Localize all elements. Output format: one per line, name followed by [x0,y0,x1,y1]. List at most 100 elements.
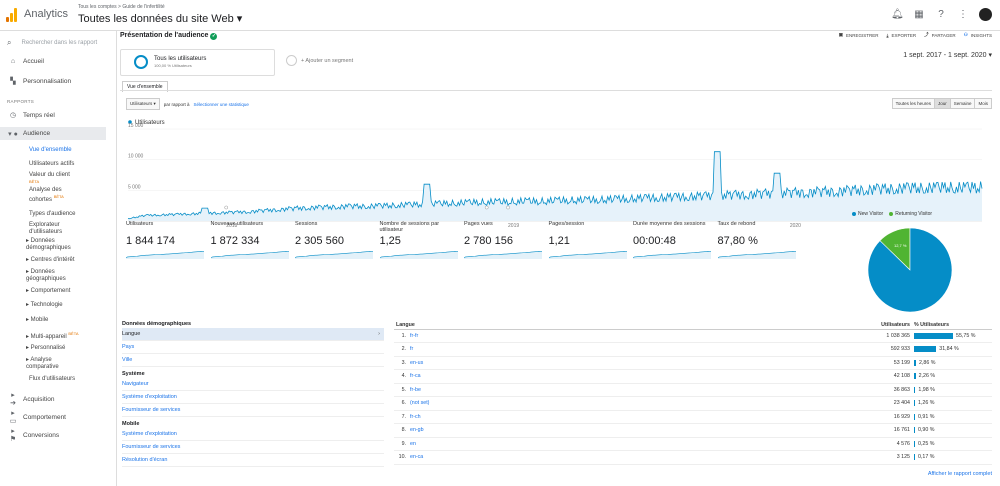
pct-bar [914,440,915,447]
metric-6[interactable]: Durée moyenne des sessions 00:00:48 [633,221,711,259]
breadcrumb-accounts[interactable]: Tous les comptes [78,4,117,10]
language-code-link[interactable]: en [408,437,792,451]
flag-icon: ▸ ⚑ [9,428,17,443]
granularity-month[interactable]: Mois [974,98,992,109]
language-code-link[interactable]: (not set) [408,396,792,411]
metric-2[interactable]: Sessions 2 305 560 [295,221,373,259]
language-code-link[interactable]: fr-ca [408,369,792,384]
sidebar-item-audience[interactable]: ▾ ● Audience [0,127,106,140]
property-view-selector[interactable]: Toutes les données du site Web ▾ [78,12,242,25]
dimension-link[interactable]: Système d'exploitation [122,428,384,441]
users-value: 16 929 [792,410,912,424]
full-report-link[interactable]: Afficher le rapport complet [927,471,992,477]
language-code-link[interactable]: fr-ch [408,410,792,424]
granularity-week[interactable]: Semaine [949,98,976,109]
sidebar-sub-interests[interactable]: ▸ Centres d'intérêt [26,257,75,263]
sidebar: ⌕ Rechercher dans les rapport ⌂ Accueil ▚… [0,31,117,486]
dimension-link[interactable]: Ville [122,354,384,367]
sidebar-item-personnalisation[interactable]: ▚ Personnalisation [0,77,106,86]
help-icon[interactable]: ? [938,8,944,20]
pct-bar [914,386,916,393]
share-button[interactable]: ⤴ PARTAGER [924,32,956,38]
dimension-link[interactable]: Langue [122,328,384,341]
sidebar-item-conversions[interactable]: ▸ ⚑ Conversions [0,427,106,443]
language-code-link[interactable]: en-us [408,356,792,370]
select-metric-link[interactable]: Sélectionner une statistique [193,101,249,107]
table-row: 8. en-gb 16 761 0,90 % [394,423,992,438]
sidebar-sub-audiences[interactable]: Types d'audience [29,211,76,217]
export-button[interactable]: ⤓ EXPORTER [886,33,916,38]
metric-5[interactable]: Pages/session 1,21 [548,221,627,259]
x-tick-label: 2020 [790,223,801,229]
sidebar-search[interactable]: ⌕ Rechercher dans les rapport [7,38,97,48]
date-range-picker[interactable]: 1 sept. 2017 - 1 sept. 2020 ▾ [903,51,992,59]
dimension-link[interactable]: Fournisseur de services [122,404,384,417]
sidebar-sub-users-flow[interactable]: Flux d'utilisateurs [29,376,76,382]
sidebar-sub-benchmark[interactable]: ▸ Analyse comparative [26,357,59,370]
sidebar-sub-geo[interactable]: ▸ Données géographiques [26,269,66,282]
granularity-day[interactable]: Jour [933,98,951,109]
dimension-link[interactable]: Fournisseur de services [122,441,384,454]
sidebar-sub-lifetime-value[interactable]: Valeur du client BÊTA [29,172,70,188]
language-table: Langue Utilisateurs % Utilisateurs 1. fr-… [394,321,992,465]
sidebar-sub-user-explorer[interactable]: Explorateur d'utilisateurs [29,222,63,235]
save-button[interactable]: ▣ ENREGISTRER [839,32,879,38]
add-segment-button[interactable]: + Ajouter un segment [286,55,353,66]
visitor-type-pie-chart[interactable]: 12,7 % 87,3 % [840,204,980,319]
sidebar-item-acquisition[interactable]: ▸ ➔ Acquisition [0,391,106,407]
sidebar-sub-cross-device[interactable]: ▸ Multi-appareil BÊTA [26,331,79,341]
language-code-link[interactable]: en-ca [408,450,792,465]
table-row: 7. fr-ch 16 929 0,91 % [394,410,992,424]
home-icon: ⌂ [10,58,16,65]
sidebar-sub-cohort[interactable]: Analyse des cohortes BÊTA [29,187,79,203]
sidebar-item-accueil[interactable]: ⌂ Accueil [0,58,106,65]
metric-1[interactable]: Nouveaux utilisateurs 1 872 334 [210,221,289,259]
sidebar-sub-technology[interactable]: ▸ Technologie [26,302,63,308]
metric-select[interactable]: Utilisateurs ▾ [126,98,160,110]
metric-value: 87,80 % [717,235,758,247]
breadcrumb[interactable]: Tous les comptes > Guide de l'infertilit… [78,4,165,10]
dimension-link[interactable]: Navigateur [122,378,384,391]
dimension-link[interactable]: Système d'exploitation [122,391,384,404]
sidebar-sub-custom[interactable]: ▸ Personnalisé [26,345,66,351]
segment-card[interactable]: Tous les utilisateurs 100,00 % Utilisate… [120,49,275,76]
series-line-utilisateurs [127,151,983,220]
insights-button[interactable]: ⚇ INSIGHTS [964,32,992,38]
dimension-link[interactable]: Résolution d'écran [122,454,384,467]
sidebar-item-comportement[interactable]: ▸ ▭ Comportement [0,409,106,425]
sidebar-item-temps-reel[interactable]: ◷ Temps réel [0,111,106,120]
sidebar-sub-overview[interactable]: Vue d'ensemble [29,147,72,153]
metric-0[interactable]: Utilisateurs 1 844 174 [126,221,204,259]
metric-3[interactable]: Nombre de sessions par utilisateur 1,25 [379,221,458,259]
metric-4[interactable]: Pages vues 2 780 156 [464,221,542,259]
sidebar-sub-mobile[interactable]: ▸ Mobile [26,317,49,323]
language-code-link[interactable]: fr [408,342,792,357]
language-code-link[interactable]: en-gb [408,423,792,438]
segment-name: Tous les utilisateurs [154,56,207,62]
pct-value: 0,17 % [918,454,935,461]
row-index: 2. [394,342,408,357]
dimension-link[interactable]: Pays [122,341,384,354]
sub-label: Valeur du client [29,172,70,178]
metric-value: 1 844 174 [126,235,175,247]
language-code-link[interactable]: fr-be [408,383,792,397]
granularity-hourly[interactable]: Toutes les heures [891,98,935,109]
sidebar-sub-behavior[interactable]: ▸ Comportement [26,288,71,294]
apps-icon[interactable]: ▦ [914,8,924,20]
sidebar-sub-demographics[interactable]: ▸ Données démographiques [26,238,71,251]
breadcrumb-site[interactable]: Guide de l'infertilité [122,4,165,10]
bell-icon[interactable]: 🔔︎ [891,8,904,20]
metric-7[interactable]: Taux de rebond 87,80 % [717,221,796,259]
legend-series-label: Utilisateurs [135,120,165,126]
language-code-link[interactable]: fr-fr [408,329,792,343]
avatar[interactable] [979,8,992,21]
users-value: 1 038 365 [792,329,912,343]
legend-swatch [889,212,894,216]
tab-overview[interactable]: Vue d'ensemble [122,81,168,92]
sidebar-item-label: Comportement [23,413,66,421]
metric-sparkline [126,251,204,259]
more-icon[interactable]: ⋮ [958,8,968,20]
search-input[interactable]: Rechercher dans les rapport [21,40,98,46]
sidebar-sub-active-users[interactable]: Utilisateurs actifs [29,161,75,167]
